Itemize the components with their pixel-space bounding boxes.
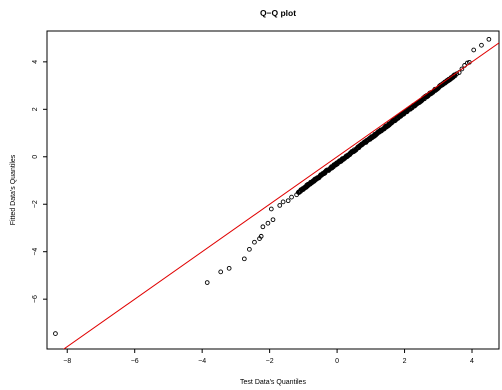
x-tick-label: −2 <box>266 358 274 365</box>
y-tick-label: 0 <box>32 155 39 159</box>
qq-point <box>280 199 286 205</box>
y-tick-label: −4 <box>32 248 39 256</box>
plot-area <box>53 36 499 349</box>
qq-point <box>459 66 465 72</box>
y-axis: −6 −4 −2 0 2 4 <box>32 60 47 303</box>
x-axis: −8 −6 −4 −2 0 2 4 <box>63 349 474 365</box>
qq-point <box>285 198 291 204</box>
x-tick-label: −6 <box>131 358 139 365</box>
x-tick-label: −8 <box>63 358 71 365</box>
qq-point <box>53 331 58 336</box>
chart-title: Q−Q plot <box>260 8 296 18</box>
plot-frame <box>46 30 500 350</box>
qq-point <box>486 36 492 42</box>
y-axis-label: Fitted Data's Quantiles <box>10 154 17 225</box>
x-axis-label: Test Data's Quantiles <box>240 379 306 386</box>
qq-point <box>258 233 264 239</box>
qq-points <box>53 36 492 336</box>
qq-point <box>241 256 247 262</box>
x-tick-label: −4 <box>198 358 206 365</box>
qq-point <box>289 194 294 200</box>
qq-point <box>247 246 252 252</box>
qq-point <box>252 239 257 245</box>
qq-point <box>260 224 266 230</box>
qq-point <box>471 47 477 53</box>
reference-line <box>62 42 499 349</box>
qq-point <box>277 203 283 208</box>
qq-point <box>270 217 276 223</box>
x-tick-label: 0 <box>335 358 339 365</box>
qq-point <box>265 220 271 226</box>
y-tick-label: −2 <box>32 200 39 208</box>
x-tick-label: 4 <box>470 358 474 365</box>
qq-point <box>204 280 210 285</box>
y-tick-label: −6 <box>32 295 39 303</box>
y-tick-label: 2 <box>32 107 39 111</box>
qq-point <box>218 269 224 275</box>
qq-point <box>479 42 484 48</box>
y-tick-label: 4 <box>32 60 39 64</box>
x-tick-label: 2 <box>403 358 407 365</box>
qq-point <box>268 206 274 212</box>
qq-point <box>226 265 232 271</box>
